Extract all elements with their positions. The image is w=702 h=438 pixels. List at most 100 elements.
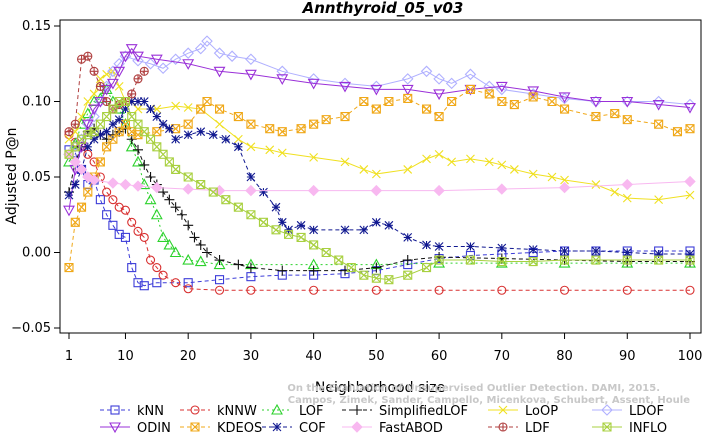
data-point-kdeos [497, 96, 507, 107]
legend-marker-ldof [601, 404, 613, 416]
data-point-ldof [194, 42, 207, 55]
data-point-odin [81, 119, 94, 131]
data-point-inflo [465, 255, 476, 265]
data-point-ldof [433, 73, 445, 85]
data-point-kdeos [183, 119, 193, 129]
data-point-loop [340, 157, 350, 167]
data-point-ldof [201, 35, 213, 47]
data-point-odin [113, 66, 126, 78]
data-point-odin [63, 205, 75, 217]
data-point-odin [150, 54, 163, 66]
data-point-inflo [559, 255, 570, 265]
data-point-loop [654, 195, 664, 205]
data-point-fastabod [132, 180, 144, 192]
legend-item-kdeos: KDEOS [180, 421, 262, 436]
data-point-ldof [100, 80, 113, 93]
data-point-loop [528, 169, 538, 179]
data-point-inflo [321, 247, 331, 258]
data-point-kdeos [202, 96, 212, 107]
data-point-ldof [88, 110, 100, 123]
data-point-cof [196, 127, 206, 137]
data-point-inflo [164, 157, 174, 167]
data-point-ldof [401, 73, 414, 85]
data-point-lof [495, 256, 508, 268]
y-tick-label: 0.15 [22, 19, 51, 34]
data-point-fastabod [182, 183, 194, 195]
data-point-odin [684, 102, 696, 114]
series-line-ldof [68, 40, 691, 155]
data-point-kdeos [509, 99, 519, 110]
data-point-loop [233, 134, 243, 144]
data-point-knnw [127, 217, 137, 227]
data-point-kdeos [465, 84, 476, 94]
data-point-inflo [271, 225, 281, 235]
legend-marker-lof [271, 403, 283, 415]
data-point-simplifiedlof [183, 220, 194, 231]
legend-marker-inflo [602, 422, 612, 432]
x-axis-label: Neighborhood size [315, 380, 445, 396]
data-point-ldf-cross [90, 67, 99, 76]
data-point-kdeos [102, 142, 112, 152]
data-point-fastabod [307, 184, 320, 197]
data-point-inflo [497, 257, 507, 267]
data-point-fastabod [119, 178, 132, 191]
data-point-cof [102, 127, 112, 137]
data-point-fastabod [75, 163, 88, 176]
data-point-knn [95, 195, 105, 205]
data-point-kdeos [547, 96, 557, 107]
data-point-ldof [527, 88, 539, 100]
data-point-loop [277, 148, 287, 158]
data-point-odin [339, 81, 351, 93]
data-point-lof [132, 155, 144, 167]
data-point-simplifiedlof [245, 262, 256, 273]
data-point-knnw [371, 285, 381, 295]
data-point-fastabod [684, 175, 696, 188]
legend-item-inflo: INFLO [592, 421, 667, 436]
data-point-fastabod [88, 174, 100, 186]
data-point-cof [127, 97, 137, 106]
legend-item-ldof: LDOF [592, 404, 664, 419]
x-tick-label: 40 [305, 349, 322, 364]
data-point-simplifiedlof [233, 259, 244, 270]
data-point-inflo [102, 112, 112, 122]
data-point-simplifiedlof [170, 202, 181, 213]
legend-label-odin: ODIN [137, 421, 171, 434]
data-point-simplifiedlof [308, 265, 319, 276]
data-point-kdeos [434, 112, 444, 122]
data-point-ldf-cross [102, 97, 111, 106]
data-point-knnw [152, 263, 162, 273]
data-point-knnw [246, 285, 256, 295]
x-tick-label: 100 [678, 349, 702, 364]
data-point-cof [208, 130, 218, 140]
data-point-loop [89, 89, 99, 99]
series-line-lof [68, 88, 690, 266]
data-point-cof [89, 134, 99, 144]
data-point-kdeos [421, 104, 432, 114]
data-point-cof [64, 190, 74, 200]
data-point-kdeos [76, 202, 87, 212]
data-point-kdeos [64, 263, 74, 273]
axes: 1 10 20 30 40 50 60 70 80 90 100 −0.05 0.00 0.05 0.10 0… [11, 19, 702, 364]
data-point-knn [108, 220, 118, 230]
data-point-loop [547, 172, 557, 182]
data-point-inflo [384, 275, 394, 285]
data-point-loop [183, 103, 193, 112]
data-point-knn [120, 232, 131, 242]
data-point-kdeos [309, 119, 319, 129]
data-point-inflo [654, 255, 664, 265]
legend-label-knnw: kNNW [217, 404, 257, 419]
data-point-loop [83, 97, 93, 106]
data-point-lof [194, 255, 207, 267]
data-point-simplifiedlof [189, 232, 200, 243]
data-point-inflo [371, 273, 381, 283]
legend-marker-ldf-cross [499, 423, 507, 431]
data-point-inflo [108, 104, 118, 114]
data-point-knn [127, 263, 137, 273]
y-tick-label: 0.05 [22, 170, 51, 185]
data-point-ldof [107, 65, 119, 78]
data-point-simplifiedlof [202, 247, 212, 258]
data-point-inflo [296, 232, 306, 242]
data-point-kdeos [484, 89, 494, 99]
